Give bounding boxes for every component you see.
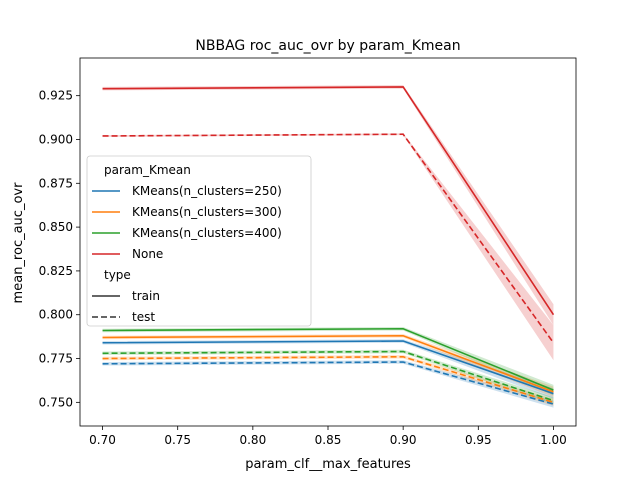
- confidence-band: [102, 355, 554, 406]
- y-tick-label: 0.825: [39, 264, 73, 278]
- x-tick-label: 0.70: [89, 433, 116, 447]
- legend-entry-label: train: [132, 289, 160, 303]
- series-lines: [102, 86, 555, 405]
- legend-entry-label: test: [132, 310, 155, 324]
- y-tick-label: 0.925: [39, 89, 73, 103]
- legend-box: [86, 155, 312, 327]
- legend-entry-label: KMeans(n_clusters=300): [132, 205, 282, 219]
- x-tick-label: 0.80: [239, 433, 266, 447]
- y-tick-label: 0.850: [39, 220, 73, 234]
- series-line-train: [102, 340, 554, 395]
- x-tick-label: 0.85: [315, 433, 342, 447]
- series-line-train: [102, 327, 554, 391]
- y-tick-label: 0.875: [39, 176, 73, 190]
- x-tick-label: 0.95: [465, 433, 492, 447]
- series-line-train: [102, 86, 555, 316]
- series-line-test: [102, 133, 555, 344]
- series-line-test: [102, 350, 554, 402]
- legend-hue-title: param_Kmean: [104, 163, 191, 177]
- legend-entry-label: KMeans(n_clusters=400): [132, 226, 282, 240]
- x-tick-label: 1.00: [540, 433, 567, 447]
- y-tick-label: 0.750: [39, 395, 73, 409]
- x-axis-ticks: 0.70 0.75 0.80 0.85 0.90 0.95 1.00: [89, 426, 567, 447]
- y-axis-ticks: 0.750 0.775 0.800 0.825 0.850 0.875 0.900 0.925: [39, 89, 80, 409]
- legend: param_Kmean KMeans(n_clusters=250) KMeans(…: [86, 155, 312, 327]
- legend-entry-label: None: [132, 247, 163, 261]
- series-line-test: [102, 361, 554, 405]
- legend-style-title: type: [104, 268, 131, 282]
- chart-title: NBBAG roc_auc_ovr by param_Kmean: [195, 38, 460, 54]
- confidence-band: [102, 133, 554, 361]
- x-tick-label: 0.90: [390, 433, 417, 447]
- confidence-band: [102, 349, 554, 405]
- y-axis-label: mean_roc_auc_ovr: [11, 182, 26, 304]
- y-tick-label: 0.900: [39, 132, 73, 146]
- series-line-train: [102, 334, 554, 393]
- confidence-band: [102, 360, 554, 408]
- x-tick-label: 0.75: [164, 433, 191, 447]
- x-axis-label: param_clf__max_features: [245, 457, 411, 472]
- legend-entry-label: KMeans(n_clusters=250): [132, 184, 282, 198]
- y-tick-label: 0.800: [39, 308, 73, 322]
- y-tick-label: 0.775: [39, 352, 73, 366]
- series-line-test: [102, 355, 554, 404]
